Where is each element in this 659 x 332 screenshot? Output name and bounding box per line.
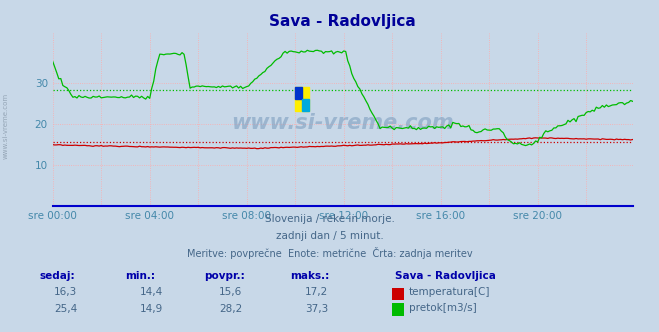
Text: sedaj:: sedaj: xyxy=(40,271,75,281)
Text: maks.:: maks.: xyxy=(290,271,330,281)
Text: pretok[m3/s]: pretok[m3/s] xyxy=(409,303,476,313)
Bar xyxy=(295,87,309,111)
Text: 15,6: 15,6 xyxy=(219,287,243,297)
Text: Meritve: povprečne  Enote: metrične  Črta: zadnja meritev: Meritve: povprečne Enote: metrične Črta:… xyxy=(186,247,473,259)
Text: min.:: min.: xyxy=(125,271,156,281)
Title: Sava - Radovljica: Sava - Radovljica xyxy=(270,14,416,29)
Text: 37,3: 37,3 xyxy=(304,304,328,314)
Text: zadnji dan / 5 minut.: zadnji dan / 5 minut. xyxy=(275,231,384,241)
Text: 16,3: 16,3 xyxy=(54,287,78,297)
Text: temperatura[C]: temperatura[C] xyxy=(409,287,490,297)
Text: www.si-vreme.com: www.si-vreme.com xyxy=(2,93,9,159)
Text: 14,4: 14,4 xyxy=(140,287,163,297)
Text: 14,9: 14,9 xyxy=(140,304,163,314)
Text: 17,2: 17,2 xyxy=(304,287,328,297)
Text: Sava - Radovljica: Sava - Radovljica xyxy=(395,271,496,281)
Bar xyxy=(295,87,302,99)
Text: 28,2: 28,2 xyxy=(219,304,243,314)
Text: www.si-vreme.com: www.si-vreme.com xyxy=(231,113,454,133)
Text: Slovenija / reke in morje.: Slovenija / reke in morje. xyxy=(264,214,395,224)
Text: 25,4: 25,4 xyxy=(54,304,78,314)
Bar xyxy=(302,99,309,111)
Text: povpr.:: povpr.: xyxy=(204,271,245,281)
